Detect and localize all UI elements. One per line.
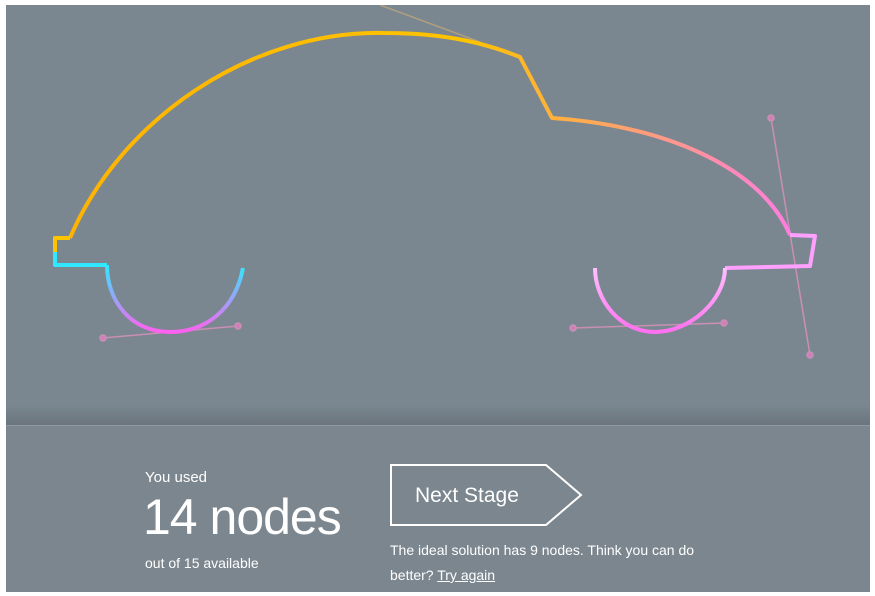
- handle-point[interactable]: [100, 335, 106, 341]
- used-label: You used: [145, 469, 207, 486]
- control-handles: [100, 5, 813, 358]
- rear-wheel-arch: [595, 268, 725, 332]
- handle-point[interactable]: [570, 325, 576, 331]
- handle-line: [573, 323, 724, 328]
- car-body-top: [70, 33, 790, 238]
- handle-point[interactable]: [721, 320, 727, 326]
- button-label[interactable]: Next Stage: [415, 484, 519, 507]
- front-wheel-arch: [107, 265, 243, 332]
- car-front: [55, 238, 107, 265]
- drawing-area: [6, 5, 870, 425]
- next-stage-button[interactable]: Next Stage: [389, 463, 584, 527]
- available-label: out of 15 available: [145, 555, 259, 571]
- message-text: The ideal solution has 9 nodes. Think yo…: [390, 542, 694, 583]
- handle-point[interactable]: [807, 352, 813, 358]
- try-again-link[interactable]: Try again: [437, 567, 495, 583]
- message: The ideal solution has 9 nodes. Think yo…: [390, 538, 730, 588]
- car-rear: [725, 235, 815, 268]
- car-front-top: [55, 238, 70, 252]
- handle-point[interactable]: [768, 115, 774, 121]
- car-outline: [55, 33, 815, 332]
- node-count: 14 nodes: [143, 488, 341, 546]
- handle-point[interactable]: [235, 323, 241, 329]
- car-canvas: [6, 5, 870, 425]
- result-panel: You used 14 nodes out of 15 available Ne…: [6, 425, 870, 592]
- page: You used 14 nodes out of 15 available Ne…: [0, 0, 875, 596]
